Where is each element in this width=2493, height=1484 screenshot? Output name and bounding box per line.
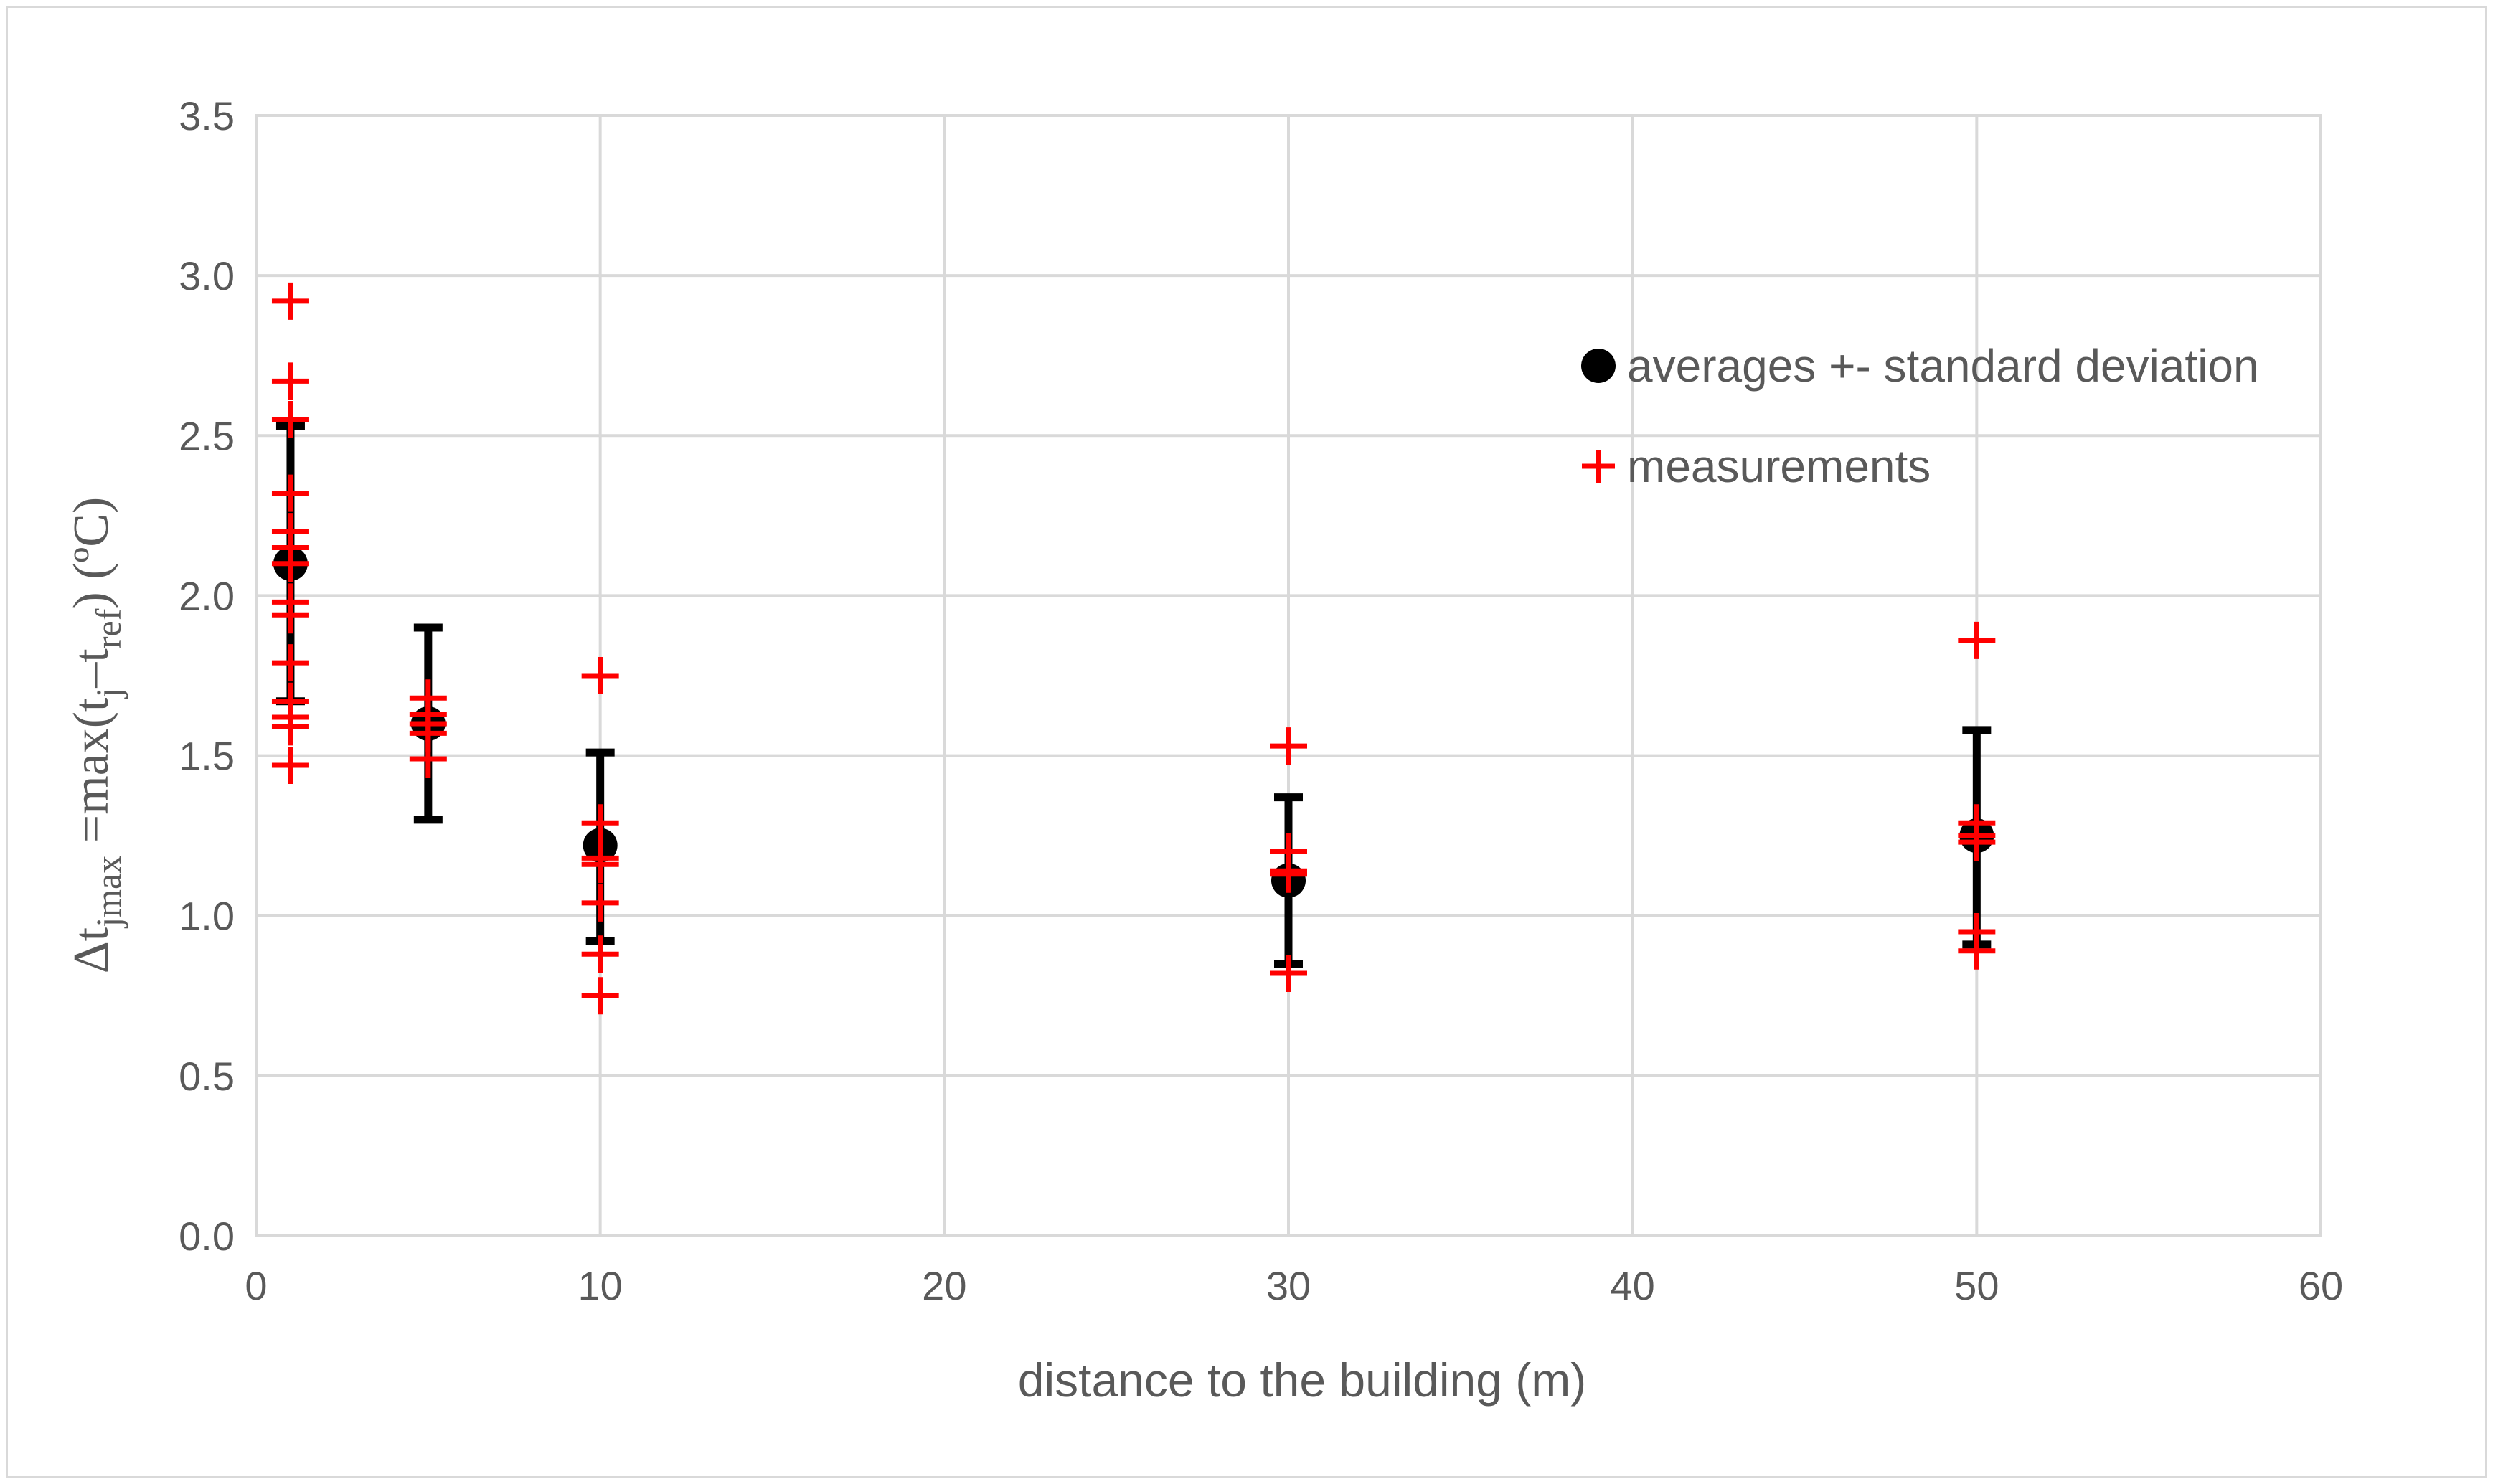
x-tick-label: 10 bbox=[578, 1263, 623, 1308]
measurement-point bbox=[1958, 932, 1996, 970]
y-tick-label: 1.5 bbox=[179, 734, 235, 779]
y-axis-ticks: 0.0 0.5 1.0 1.5 2.0 2.5 3.0 3.5 bbox=[179, 93, 235, 1259]
average-markers bbox=[273, 546, 1994, 898]
y-title-prefix-sub: jmax bbox=[88, 856, 128, 929]
measurement-point bbox=[409, 740, 447, 778]
x-axis-ticks: 0 10 20 30 40 50 60 bbox=[245, 1263, 2343, 1308]
gridlines bbox=[255, 114, 2322, 1237]
plot-area-border bbox=[255, 114, 2322, 1237]
y-title-suffix: ) (ºC) bbox=[64, 497, 119, 609]
x-tick-label: 60 bbox=[2299, 1263, 2343, 1308]
y-tick-label: 1.0 bbox=[179, 894, 235, 939]
x-tick-label: 20 bbox=[922, 1263, 966, 1308]
measurement-point bbox=[581, 884, 619, 922]
legend-average-label: averages +- standard deviation bbox=[1627, 340, 2259, 392]
x-tick-label: 50 bbox=[1954, 1263, 1999, 1308]
measurement-point bbox=[271, 746, 309, 784]
legend-measurement-marker bbox=[1582, 450, 1615, 483]
measurement-point bbox=[581, 977, 619, 1015]
y-title-dash: –t bbox=[64, 648, 119, 689]
measurement-point bbox=[1270, 727, 1307, 765]
measurement-point bbox=[581, 935, 619, 973]
y-axis-title: Δtjmax =max(tj–tref) (ºC) bbox=[64, 497, 128, 973]
measurement-point bbox=[1270, 855, 1307, 893]
legend: averages +- standard deviation measureme… bbox=[1581, 340, 2259, 492]
measurement-point bbox=[271, 708, 309, 746]
y-title-middle-sub: j bbox=[88, 688, 128, 699]
y-tick-label: 0.5 bbox=[179, 1054, 235, 1099]
legend-measurement-label: measurements bbox=[1627, 440, 1931, 492]
measurement-point bbox=[581, 846, 619, 884]
y-tick-label: 2.0 bbox=[179, 573, 235, 618]
error-bars bbox=[275, 422, 1992, 968]
y-tick-label: 3.5 bbox=[179, 93, 235, 138]
x-tick-label: 40 bbox=[1611, 1263, 1655, 1308]
legend-average-marker bbox=[1581, 349, 1616, 383]
y-title-prefix: Δt bbox=[64, 927, 119, 973]
y-tick-label: 0.0 bbox=[179, 1214, 235, 1259]
measurement-point bbox=[1958, 823, 1996, 861]
chart-frame bbox=[6, 6, 2487, 1478]
y-tick-label: 3.0 bbox=[179, 253, 235, 298]
measurement-point bbox=[1270, 955, 1307, 993]
measurement-point bbox=[271, 282, 309, 320]
measurement-point bbox=[581, 657, 619, 694]
measurement-point bbox=[271, 544, 309, 582]
measurement-point bbox=[1958, 621, 1996, 659]
measurement-point bbox=[581, 804, 619, 842]
x-axis-title: distance to the building (m) bbox=[1018, 1353, 1586, 1407]
measurement-point bbox=[271, 474, 309, 512]
measurement-point bbox=[271, 596, 309, 634]
y-title-middle: =max(t bbox=[64, 697, 119, 856]
measurement-point bbox=[271, 644, 309, 682]
measurement-point bbox=[271, 400, 309, 438]
x-tick-label: 30 bbox=[1266, 1263, 1311, 1308]
y-tick-label: 2.5 bbox=[179, 413, 235, 458]
measurement-markers bbox=[271, 282, 1996, 1015]
x-tick-label: 0 bbox=[245, 1263, 267, 1308]
measurement-point bbox=[271, 362, 309, 400]
y-title-dash-sub: ref bbox=[88, 608, 128, 648]
